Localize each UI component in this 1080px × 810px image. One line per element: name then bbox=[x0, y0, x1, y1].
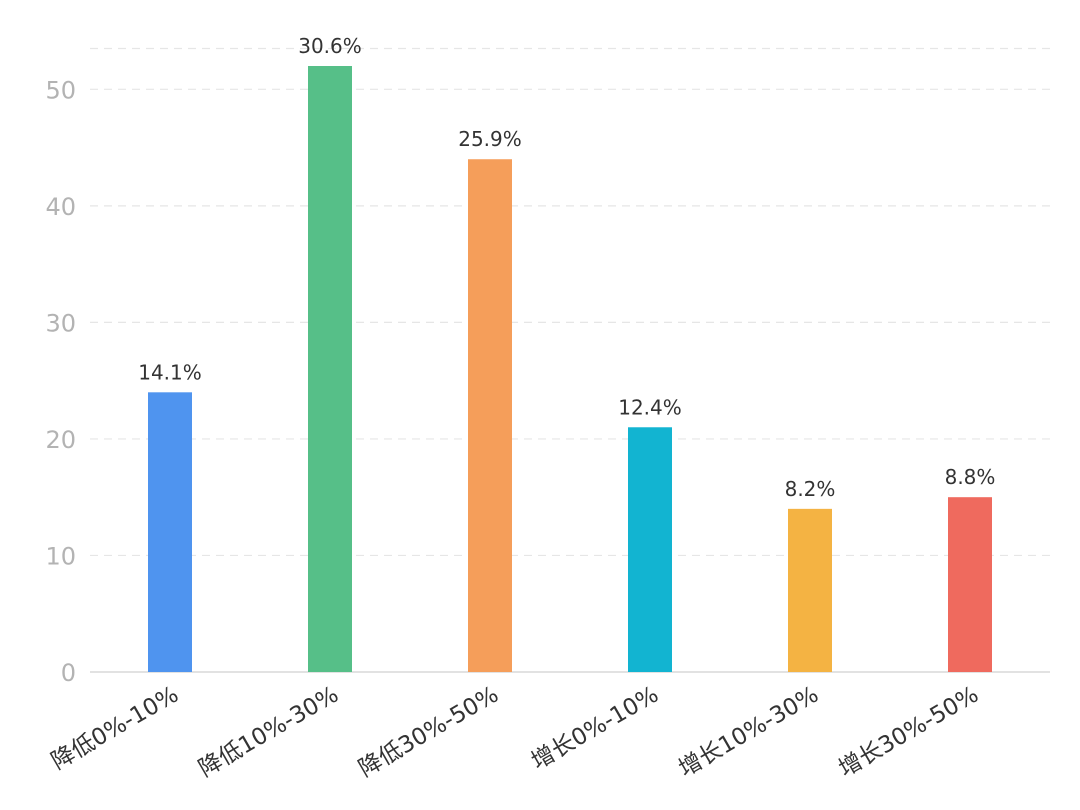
bar bbox=[788, 508, 832, 672]
y-tick-label: 30 bbox=[45, 309, 76, 337]
x-tick-label: 降低10%-30% bbox=[194, 682, 343, 783]
grid-layer bbox=[90, 47, 1050, 673]
y-tick-label: 0 bbox=[61, 659, 76, 687]
x-axis-ticks: 降低0%-10% 降低10%-30% 降低30%-50% 增长0%-10% 增长10%-… bbox=[47, 682, 983, 783]
bar bbox=[148, 392, 192, 672]
data-labels: 14.1% 30.6% 25.9% 12.4% 8.2% 8.8% bbox=[138, 34, 995, 501]
x-tick-label: 降低0%-10% bbox=[47, 682, 183, 775]
bars bbox=[148, 66, 992, 672]
y-tick-label: 50 bbox=[45, 76, 76, 104]
x-tick-label: 增长0%-10% bbox=[527, 682, 663, 775]
data-label: 30.6% bbox=[298, 34, 362, 58]
x-tick-label: 增长10%-30% bbox=[674, 682, 823, 783]
x-tick-label: 增长30%-50% bbox=[834, 682, 983, 783]
y-tick-label: 10 bbox=[45, 542, 76, 570]
data-label: 25.9% bbox=[458, 127, 522, 151]
bar bbox=[948, 497, 992, 672]
data-label: 8.2% bbox=[785, 477, 836, 501]
data-label: 8.8% bbox=[945, 465, 996, 489]
bar bbox=[468, 159, 512, 672]
x-tick-label: 降低30%-50% bbox=[354, 682, 503, 783]
data-label: 12.4% bbox=[618, 395, 682, 419]
bar bbox=[628, 427, 672, 672]
bar bbox=[308, 66, 352, 672]
y-tick-label: 40 bbox=[45, 193, 76, 221]
y-axis-ticks: 0 10 20 30 40 50 bbox=[45, 76, 76, 687]
y-tick-label: 20 bbox=[45, 426, 76, 454]
data-label: 14.1% bbox=[138, 360, 202, 384]
